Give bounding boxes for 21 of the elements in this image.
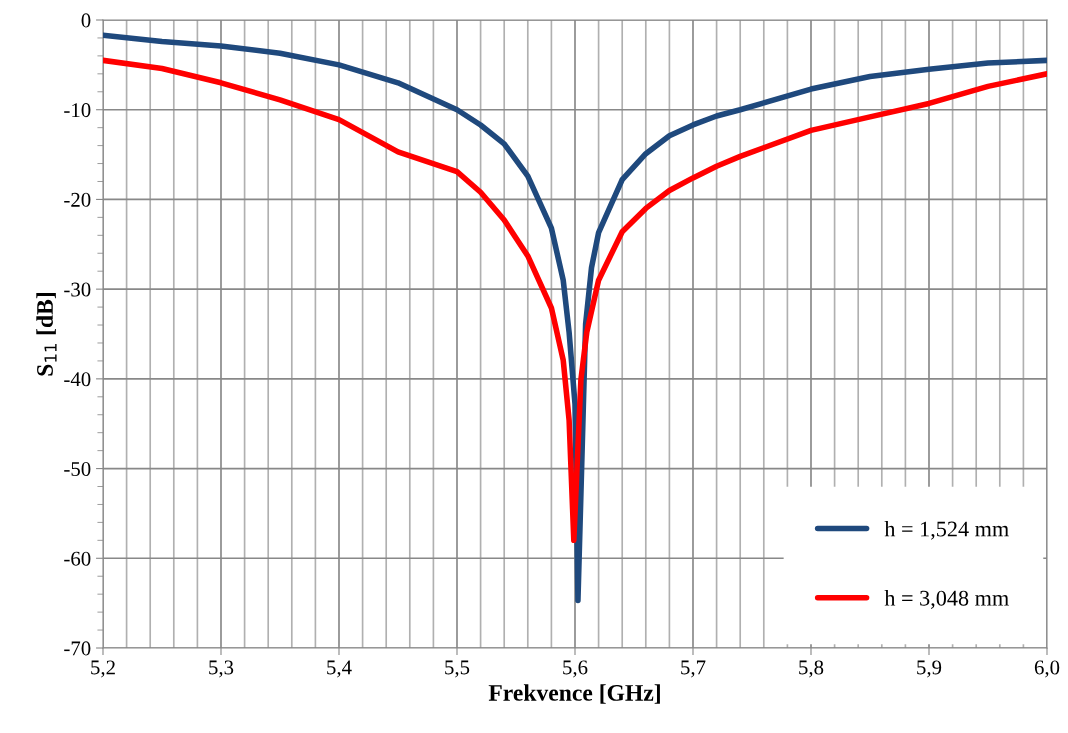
y-tick-label: -40 [64,372,91,387]
legend-label: h = 1,524 mm [884,520,1009,540]
x-tick-label: 5,5 [445,660,470,678]
x-tick-label: 5,9 [917,660,942,678]
x-tick-label: 5,6 [563,660,588,678]
x-axis-title: Frekvence [GHz] [488,684,660,704]
y-axis-title: S$_{11}$ [dB] [36,293,57,376]
x-tick-label: 5,8 [799,660,824,678]
y-tick-label: -60 [64,551,91,566]
x-tick-label: 5,2 [91,660,115,678]
x-tick-label: 5,7 [681,660,706,678]
x-tick-label: 5,3 [209,660,234,678]
y-tick-label: 0 [81,13,91,28]
y-tick-label: -50 [64,461,91,476]
y-tick-label: -10 [64,103,91,118]
legend-label: h = 3,048 mm [884,590,1009,609]
y-tick-label: -20 [64,192,91,207]
y-tick-label: -70 [64,641,91,656]
x-tick-label: 6,0 [1034,660,1060,678]
y-tick-label: -30 [64,282,91,297]
x-tick-label: 5,4 [327,660,352,678]
